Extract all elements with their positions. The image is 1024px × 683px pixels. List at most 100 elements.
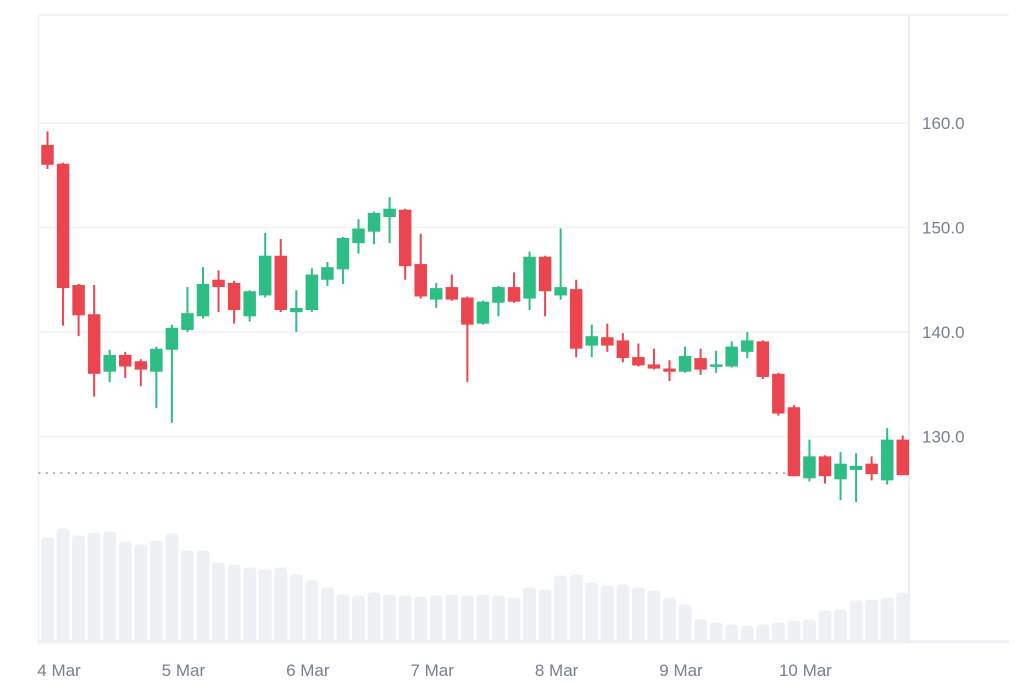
candle-body-bearish [119,354,132,367]
candle-body-bearish [663,368,676,372]
candle-body-bullish [243,291,256,317]
candle-body-bullish [352,228,365,244]
candle-body-bearish [274,255,287,311]
y-axis-tick-label: 140.0 [922,323,965,342]
volume-bar [212,562,226,641]
volume-bar [103,531,117,641]
x-axis-tick-label: 9 Mar [659,661,703,680]
volume-bar [647,590,661,641]
volume-bar [818,610,832,641]
candle-body-bullish [492,287,505,303]
volume-bar [460,595,474,641]
candle-body-bearish [756,341,770,377]
price-axis[interactable] [909,15,1009,643]
volume-bar [725,624,739,641]
volume-bar [585,582,599,641]
volume-bar [771,622,785,641]
candle-body-bearish [787,407,801,477]
candle-body-bullish [554,287,567,296]
candle-body-bullish [336,237,350,270]
volume-bar [383,594,397,641]
volume-bar [569,574,583,641]
candle-body-bullish [725,346,738,367]
candle-body-bearish [461,297,474,325]
volume-bar [274,567,288,641]
candle-body-bearish [569,289,583,349]
candle-body-bullish [880,439,894,481]
candle-body-bearish [134,361,148,370]
volume-bar [352,595,365,641]
x-axis-tick-label: 7 Mar [410,661,454,680]
volume-bar [523,587,537,641]
candle-body-bullish [709,364,723,367]
volume-bar [398,595,412,641]
candle-body-bullish [585,336,598,346]
candle-body-bullish [476,301,490,324]
candle-body-bearish [647,364,661,369]
candle-body-bullish [383,208,396,218]
volume-bar [180,550,194,641]
candle-body-bullish [367,212,381,232]
volume-bar [149,540,163,641]
volume-bar [507,597,521,641]
volume-bar [787,620,801,641]
candle-body-bearish [694,358,707,370]
volume-bar [118,541,132,641]
volume-bar [336,594,350,641]
volume-bar [600,585,614,641]
volume-bar [56,528,70,641]
candle-body-bearish [41,144,54,165]
candle-body-bearish [865,463,878,475]
volume-bar [802,619,816,641]
candle-body-bullish [196,283,210,317]
candle-body-bullish [849,465,863,470]
time-axis[interactable] [39,643,1010,683]
volume-bar [865,599,879,641]
volume-bar [227,564,241,641]
x-axis-tick-label: 8 Mar [535,661,579,680]
volume-bar [631,587,645,641]
volume-bar [709,622,723,641]
candle-body-bearish [87,314,101,374]
candle-body-bearish [601,337,614,346]
candle-body-bullish [678,356,692,372]
candle-body-bearish [72,284,85,316]
candle-body-bullish [290,307,303,313]
volume-bar [678,604,692,641]
volume-bar [72,535,86,641]
x-axis-tick-label: 10 Mar [779,661,832,680]
candle-body-bearish [398,209,412,267]
candle-body-bearish [445,287,459,300]
candle-body-bullish [103,354,116,372]
volume-bar [134,544,148,641]
volume-bar [445,594,459,641]
candle-body-bearish [772,373,785,414]
volume-bar [243,567,257,641]
candle-body-bearish [56,163,70,289]
candle-body-bullish [321,267,334,280]
volume-bar [87,532,101,641]
y-axis-tick-label: 150.0 [922,219,965,238]
volume-bar [896,592,910,641]
volume-bar [429,595,443,641]
candle-body-bullish [150,348,163,372]
candle-body-bearish [616,340,630,359]
x-axis-tick-label: 5 Mar [162,661,206,680]
candle-body-bearish [538,256,552,292]
volume-bar [289,574,303,641]
volume-bar [41,537,54,641]
volume-bar [491,595,505,641]
volume-bar [694,619,708,641]
candle-body-bearish [896,439,909,476]
candle-body-bullish [258,255,272,296]
volume-bar [756,624,770,641]
volume-bar [367,592,381,641]
x-axis-tick-label: 4 Mar [37,661,81,680]
y-axis-tick-label: 160.0 [922,114,965,133]
candle-body-bullish [834,463,847,480]
candle-body-bullish [165,327,179,350]
volume-bar [740,625,754,641]
volume-bar [414,596,428,641]
